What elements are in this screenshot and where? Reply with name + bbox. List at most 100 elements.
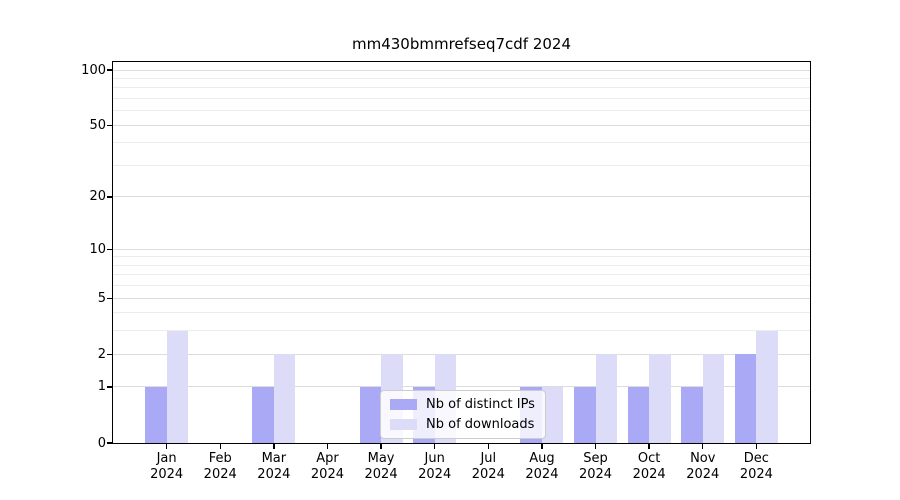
x-tick-mark (648, 444, 650, 449)
x-tick-year: 2024 (310, 467, 344, 482)
bar-distinct-ips-oct (627, 386, 650, 443)
plot-area (113, 62, 810, 443)
x-tick-mark (326, 444, 329, 449)
x-tick-month: Oct (637, 451, 661, 466)
y-gridline-major (113, 124, 810, 126)
bar-downloads-aug (541, 386, 564, 443)
legend-label-downloads: Nb of downloads (426, 417, 535, 432)
x-tick-month: Jan (156, 451, 177, 466)
y-gridline-minor (113, 77, 810, 79)
x-tick-year: 2024 (364, 467, 398, 482)
x-tick-mark (487, 444, 489, 449)
x-tick-month: Aug (529, 451, 555, 466)
x-tick-year: 2024 (203, 467, 237, 482)
x-tick-month: Feb (208, 451, 232, 466)
bar-downloads-dec (756, 330, 778, 443)
y-gridline-minor (113, 165, 810, 166)
y-tick-label: 20 (89, 189, 106, 205)
x-tick-label: Jan 2024 (132, 451, 202, 483)
x-tick-month: May (367, 451, 395, 466)
y-gridline-minor (113, 110, 810, 112)
x-tick-mark (755, 444, 758, 449)
x-tick-label: Jul 2024 (453, 451, 523, 483)
y-gridline-major (113, 248, 810, 250)
y-tick-mark (107, 297, 112, 299)
y-gridline-minor (113, 256, 810, 258)
x-tick-label: Dec 2024 (721, 451, 791, 483)
legend-swatch-distinct-ips (390, 399, 417, 410)
y-tick-mark (107, 353, 112, 355)
y-gridline-minor (113, 87, 810, 89)
x-tick-label: Apr 2024 (292, 451, 362, 483)
bar-distinct-ips-mar (252, 386, 274, 443)
y-tick-mark (107, 69, 112, 71)
x-tick-month: Jun (424, 451, 445, 466)
y-gridline-major (113, 353, 810, 355)
bar-downloads-jan (166, 330, 189, 443)
y-gridline-major (113, 196, 810, 198)
bar-distinct-ips-nov (681, 386, 703, 443)
y-tick-label: 0 (97, 435, 106, 451)
x-tick-year: 2024 (525, 467, 559, 482)
legend-swatch-downloads (390, 419, 417, 430)
y-tick-label: 10 (89, 241, 106, 257)
x-tick-month: Nov (690, 451, 716, 466)
y-gridline-minor (113, 142, 810, 144)
x-tick-label: Oct 2024 (614, 451, 684, 483)
y-tick-label: 5 (97, 290, 106, 306)
bar-distinct-ips-jan (145, 386, 167, 443)
x-tick-label: Mar 2024 (239, 451, 309, 483)
legend-item-distinct-ips: Nb of distinct IPs (390, 397, 536, 412)
x-tick-label: May 2024 (346, 451, 416, 483)
x-tick-label: Jun 2024 (400, 451, 470, 483)
y-gridline-major (113, 69, 810, 71)
y-tick-mark (107, 196, 112, 198)
bar-downloads-nov (702, 354, 725, 443)
y-gridline-minor (113, 330, 810, 332)
x-tick-label: Sep 2024 (561, 451, 631, 483)
y-gridline-minor (113, 98, 810, 100)
bar-distinct-ips-sep (574, 386, 596, 443)
x-tick-mark (380, 444, 382, 449)
y-tick-mark (107, 442, 112, 444)
y-tick-mark (107, 124, 112, 126)
x-tick-mark (594, 444, 597, 449)
y-gridline-minor (113, 274, 810, 276)
x-tick-month: Dec (743, 451, 769, 466)
bar-downloads-oct (649, 354, 671, 443)
legend: Nb of distinct IPs Nb of downloads (380, 390, 546, 439)
y-gridline-major (113, 386, 810, 388)
y-tick-mark (107, 248, 112, 250)
x-tick-month: Jul (480, 451, 497, 466)
y-tick-label: 100 (81, 62, 106, 78)
x-tick-mark (165, 444, 168, 449)
y-gridline-major (113, 297, 810, 299)
y-tick-label: 50 (89, 117, 106, 133)
x-tick-month: Sep (583, 451, 608, 466)
x-tick-year: 2024 (686, 467, 720, 482)
bar-downloads-mar (273, 354, 296, 443)
chart-title: mm430bmmrefseq7cdf 2024 (351, 35, 572, 53)
y-tick-label: 2 (97, 346, 106, 362)
y-tick-mark (107, 386, 112, 388)
x-tick-label: Aug 2024 (507, 451, 577, 483)
x-tick-mark (273, 444, 275, 449)
x-tick-year: 2024 (418, 467, 452, 482)
x-tick-year: 2024 (471, 467, 505, 482)
x-tick-year: 2024 (739, 467, 773, 482)
x-tick-year: 2024 (257, 467, 291, 482)
x-tick-mark (702, 444, 704, 449)
y-gridline-minor (113, 264, 810, 266)
legend-item-downloads: Nb of downloads (390, 417, 536, 432)
x-tick-year: 2024 (578, 467, 613, 482)
x-tick-mark (219, 444, 221, 449)
x-tick-month: Mar (261, 451, 287, 466)
y-gridline-minor (113, 285, 810, 287)
x-tick-mark (541, 444, 543, 449)
legend-label-distinct-ips: Nb of distinct IPs (426, 397, 535, 412)
x-tick-year: 2024 (632, 467, 666, 482)
y-gridline-minor (113, 312, 810, 314)
x-tick-mark (433, 444, 436, 449)
x-tick-month: Apr (316, 451, 339, 466)
